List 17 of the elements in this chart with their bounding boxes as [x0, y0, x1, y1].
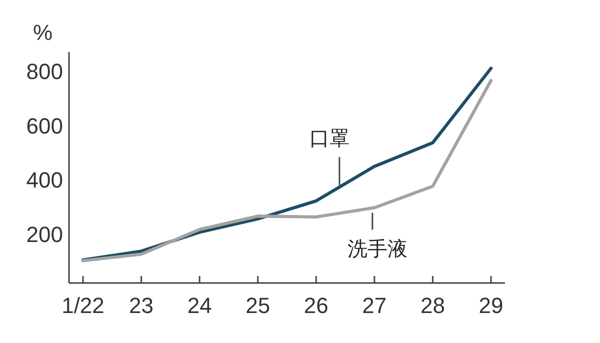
x-tick-label: 1/22 [62, 293, 104, 318]
series-label: 洗手液 [347, 212, 408, 261]
y-tick-label: 600 [26, 113, 63, 138]
series-label: 口罩 [309, 128, 350, 150]
x-tick-label: 23 [129, 293, 154, 318]
y-tick-label: 200 [26, 222, 63, 248]
series-label: 口罩 [309, 128, 350, 186]
x-tick-label: 27 [362, 293, 387, 318]
y-tick-label: 800 [26, 59, 63, 84]
series-label: 洗手液 [347, 238, 408, 261]
x-tick-label: 28 [420, 293, 445, 318]
y-tick-label: 400 [26, 168, 63, 193]
x-tick-label: 29 [478, 293, 504, 318]
x-tick-label: 25 [246, 293, 270, 318]
x-tick-label: 24 [187, 293, 212, 318]
x-tick-label: 26 [304, 293, 328, 318]
y-axis-title: % [33, 20, 53, 45]
